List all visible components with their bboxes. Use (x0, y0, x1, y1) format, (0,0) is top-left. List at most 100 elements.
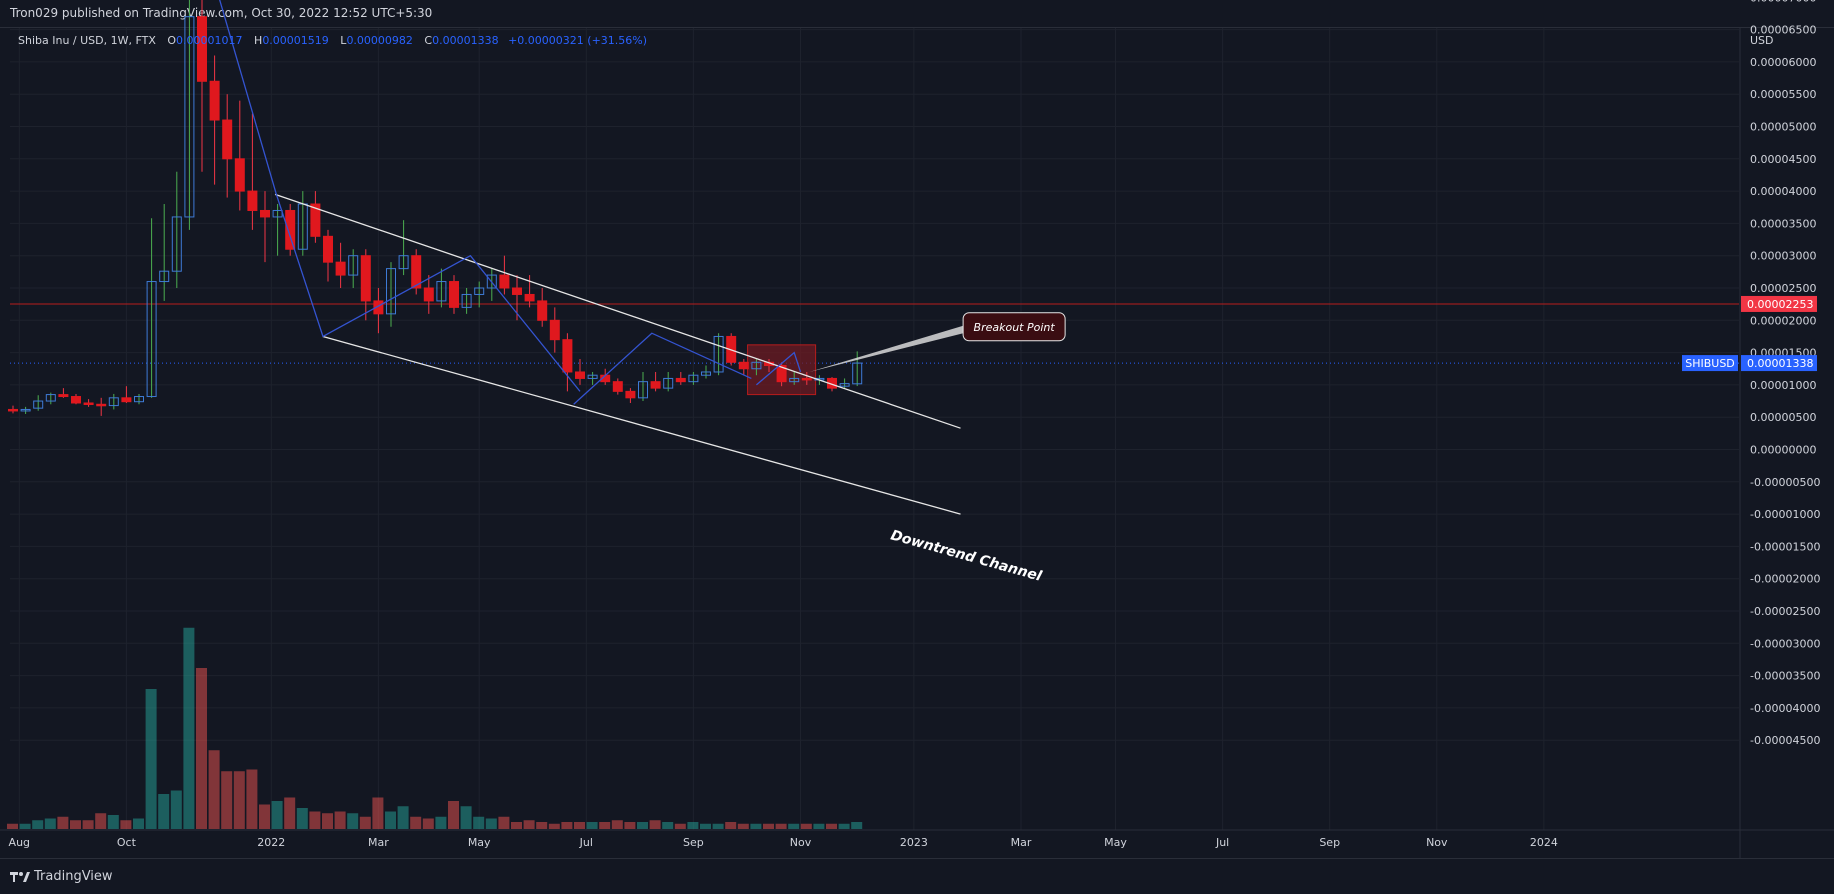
time-axis-tick: Mar (1011, 836, 1032, 849)
time-axis-tick: 2022 (257, 836, 285, 849)
candle (411, 249, 422, 295)
candle (247, 113, 258, 230)
time-axis-tick: May (1104, 836, 1127, 849)
candle-body (134, 396, 144, 403)
volume-bar (233, 771, 245, 829)
candle-body (222, 119, 233, 160)
price-axis-tick: 0.00003000 (1750, 250, 1816, 263)
candle-body (58, 394, 69, 398)
candle-body (612, 381, 623, 392)
candle (184, 0, 195, 230)
candle (776, 362, 787, 387)
price-axis-tick: 0.00007000 (1750, 0, 1816, 4)
volume-bar (448, 801, 459, 829)
volume-bar (662, 822, 674, 829)
candle (323, 229, 333, 282)
candle (852, 351, 863, 387)
candle (373, 288, 384, 334)
volume-bar (763, 823, 774, 829)
candle (612, 378, 623, 395)
candle-body (71, 396, 81, 404)
candle (537, 288, 548, 327)
candle (71, 393, 81, 405)
candle-body (197, 16, 207, 82)
candle (348, 249, 359, 288)
time-axis-tick: Sep (683, 836, 704, 849)
candle (209, 55, 220, 185)
volume-bar (183, 627, 195, 829)
time-axis-tick: May (468, 836, 491, 849)
symbol-tag (1682, 355, 1738, 372)
candle (801, 371, 812, 385)
symbol-name[interactable]: Shiba Inu / USD, 1W, FTX (18, 34, 156, 47)
candle (423, 275, 434, 314)
price-axis-tick: 0.00006000 (1750, 56, 1816, 69)
candle (751, 359, 762, 376)
horizontal-level-tag-label: 0.00002253 (1747, 298, 1813, 311)
price-axis-tick: -0.00001000 (1750, 508, 1820, 521)
price-axis-tick: 0.00003500 (1750, 217, 1816, 230)
low-value: 0.00000982 (346, 34, 413, 47)
candle-body (537, 300, 548, 321)
volume-bar (485, 818, 497, 829)
volume-bar (95, 813, 107, 829)
candle (524, 275, 535, 308)
candle (499, 255, 510, 295)
candle-body (738, 361, 749, 370)
channel-upper-line (274, 193, 961, 429)
volume-bar (359, 816, 371, 829)
candle (45, 392, 56, 405)
candle-body (335, 261, 346, 276)
channel-lower-line (322, 335, 961, 515)
candle (146, 218, 157, 398)
candle (738, 359, 749, 376)
volume-bar (750, 823, 762, 829)
candle-body (688, 374, 699, 383)
volume-bar (674, 823, 686, 829)
volume-bar (586, 822, 598, 829)
candle (587, 371, 598, 385)
volume-bar (309, 811, 321, 829)
candle (650, 371, 661, 392)
volume-bar (561, 822, 573, 829)
time-axis-tick: Sep (1319, 836, 1340, 849)
candle-body (33, 400, 44, 409)
volume-bar (259, 804, 270, 829)
pattern-line (219, 0, 581, 392)
candle-body (461, 293, 472, 308)
breakout-pointer (809, 322, 974, 372)
candle-body (247, 190, 258, 211)
candle-body (423, 287, 434, 302)
time-axis-tick: Mar (368, 836, 389, 849)
volume-bar (70, 820, 81, 829)
volume-bar (687, 822, 699, 829)
volume-bar (800, 823, 812, 829)
candle-body (575, 371, 585, 379)
volume-bar (826, 823, 837, 829)
volume-bar (473, 816, 485, 829)
volume-bar (145, 689, 157, 829)
candle-body (121, 397, 132, 403)
candle (713, 333, 724, 376)
tradingview-brand[interactable]: TradingView (10, 869, 113, 884)
volume-bar (422, 818, 434, 829)
candle-body (96, 403, 107, 407)
candle-body (524, 293, 535, 302)
volume-bar (851, 822, 863, 829)
pattern-line (573, 332, 752, 405)
volume-bar (599, 822, 611, 829)
candle (549, 307, 560, 353)
price-axis-tick: 0.00005500 (1750, 88, 1816, 101)
candle (33, 395, 44, 411)
volume-bar (649, 820, 661, 829)
price-axis-unit: USD (1750, 34, 1774, 47)
candle (8, 405, 18, 414)
candle (83, 399, 94, 407)
candle-body (801, 377, 812, 381)
candle (436, 268, 447, 308)
volume-bar (548, 823, 560, 829)
candle-body (323, 235, 333, 263)
candle-body (852, 362, 863, 385)
candle (360, 249, 371, 321)
